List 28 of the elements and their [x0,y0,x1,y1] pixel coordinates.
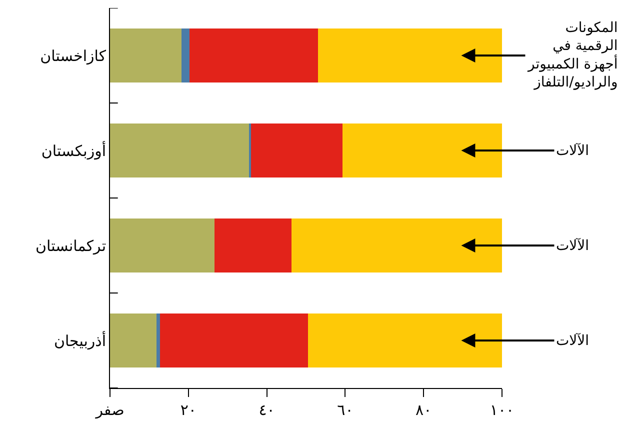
x-tick-label: صفر [94,401,124,419]
x-tick-label: ٤٠ [258,401,275,419]
bar [181,28,190,83]
bar [292,218,502,273]
x-tick-label: ١٠٠ [490,401,514,419]
y-tick-label: أوزبكستان [41,140,106,160]
bar [110,123,250,178]
x-tick-label: ٢٠ [180,401,196,419]
bar [160,313,308,368]
bar [308,313,502,368]
bar [156,313,160,368]
text: المكونات الرقمية في أجهزة الكمبيوتر والراديو/التلفاز [527,20,618,91]
text: الآلات [556,237,590,254]
bar [190,28,318,83]
bar [110,28,182,83]
bar [318,28,502,83]
bar [251,123,342,178]
y-tick-label: أذربيجان [54,330,106,350]
bar [342,123,502,178]
bar [214,218,292,273]
bar [110,218,215,273]
text: الآلات [556,332,590,349]
x-tick-label: ٦٠ [337,401,354,419]
text: الآلات [556,142,590,159]
x-tick-label: ٨٠ [416,401,432,419]
y-tick-label: كازاخستان [40,46,107,65]
bar [110,313,156,368]
y-tick-label: تركمانستان [35,236,106,255]
